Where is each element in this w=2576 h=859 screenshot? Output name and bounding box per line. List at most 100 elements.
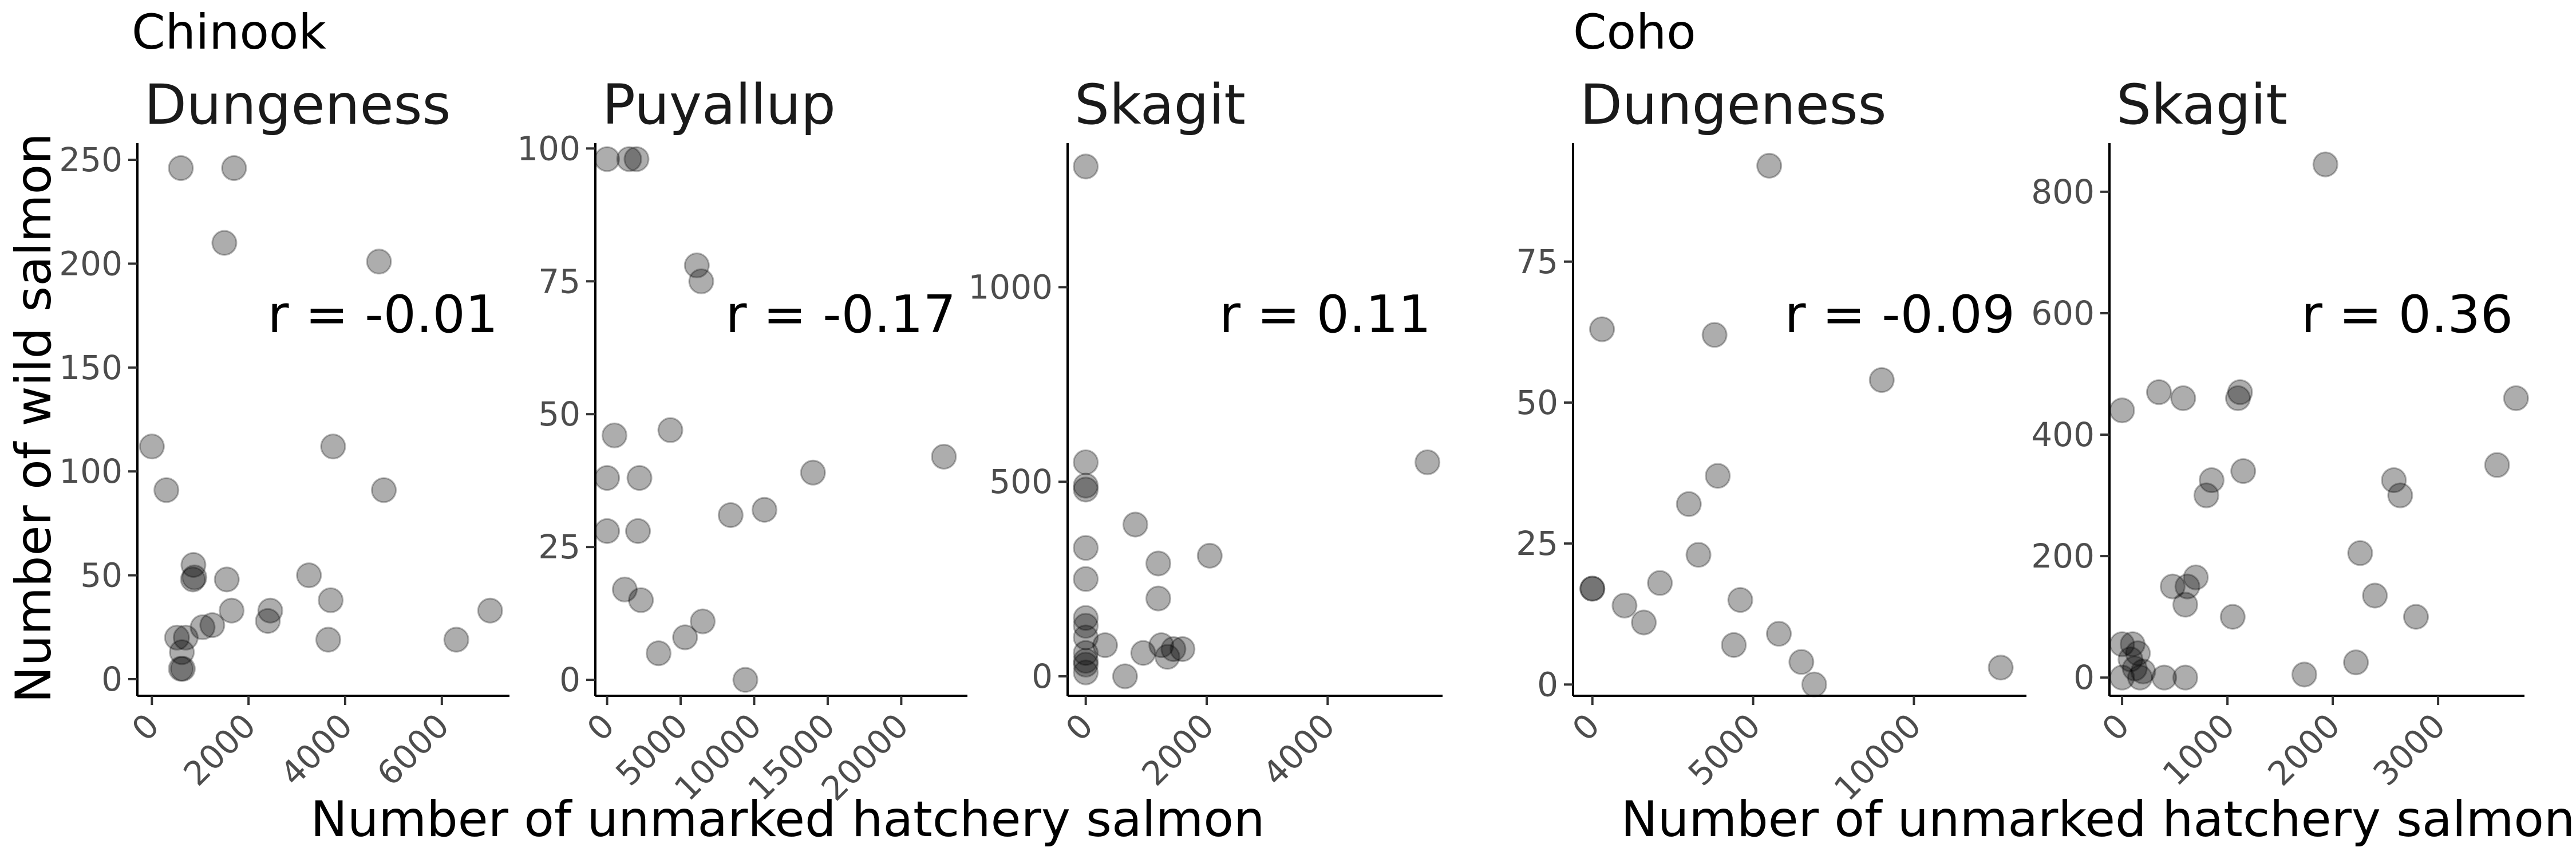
data-point [1073,640,1099,666]
x-tick-label: 4000 [272,706,359,793]
data-point [1988,655,2014,681]
data-point [1145,550,1171,577]
data-point [2198,467,2225,494]
correlation-annotation: r = -0.17 [726,285,957,345]
data-point [172,624,199,651]
y-tick-label: 200 [59,244,123,283]
y-tick-label: 0 [559,660,580,699]
y-tick-label: 600 [2031,294,2095,333]
data-point [320,434,346,460]
data-point [2503,385,2529,411]
x-tick-label: 0 [124,706,167,748]
data-point [168,656,194,682]
data-point [2193,482,2219,509]
panel-title: Skagit [1074,73,1246,137]
data-point [2174,573,2200,600]
data-point [2172,592,2198,618]
data-point [214,566,240,593]
panel-coho-skagit: Skagit 0 200 400 600 800 0 1000 2000 3000 r = 0.36 [2031,73,2529,793]
x-tick-label: 2000 [2261,706,2348,793]
data-point [594,465,621,491]
x-tick-label: 6000 [369,706,456,793]
data-point [623,146,650,172]
data-point [1073,648,1099,674]
panel-title: Dungeness [1580,73,1887,137]
data-point [1579,576,1606,602]
data-point [2117,646,2144,672]
data-point [1727,587,1753,613]
data-point [169,656,196,682]
y-tick-label: 50 [80,556,123,595]
data-point [931,443,957,470]
data-point [1631,609,1657,636]
data-point [1073,566,1099,592]
data-point [1170,636,1196,662]
x-tick-label: 0 [2095,706,2137,748]
data-point [1788,649,1815,675]
data-point [180,551,207,578]
data-point [2170,385,2196,411]
data-point [2119,631,2146,657]
x-tick-label: 2000 [176,706,263,793]
data-point [221,155,247,182]
data-point [2151,664,2178,691]
data-point [1756,152,1783,179]
data-point [2403,604,2429,630]
data-point [2127,664,2153,691]
x-axis-title-coho: Number of unmarked hatchery salmon [1621,791,2575,848]
x-axis-title-chinook: Number of unmarked hatchery salmon [311,791,1265,848]
data-point [1868,367,1895,393]
data-point [366,249,392,275]
data-point [628,587,654,613]
data-point [199,612,226,639]
data-point [1145,585,1171,612]
data-point [1160,636,1187,662]
data-point [1801,671,1827,698]
y-tick-label: 0 [2073,658,2095,697]
y-tick-label: 100 [59,452,123,491]
x-tick-label: 0 [1058,706,1100,748]
data-point [683,252,710,278]
data-point [2130,659,2156,685]
data-point [616,146,642,172]
correlation-annotation: r = 0.11 [1219,285,1431,345]
data-point [1073,652,1099,678]
data-point [1589,316,1615,342]
data-point [2109,664,2135,691]
y-tick-label: 0 [1032,657,1053,696]
data-point [1073,624,1099,651]
data-point [318,587,344,613]
panel-title: Puyallup [602,73,836,137]
y-tick-label: 25 [538,527,580,566]
data-point [657,417,683,443]
x-tick-label: 4000 [1255,706,1342,793]
data-point [2484,452,2510,478]
y-tick-label: 400 [2031,415,2095,454]
data-point [1611,592,1638,618]
data-point [1701,322,1728,348]
data-point [181,564,208,590]
data-point [477,597,503,624]
y-tick-label: 0 [1537,665,1558,704]
data-point [180,566,206,593]
data-point [296,562,322,589]
data-point [1721,632,1747,658]
data-point [1073,605,1099,631]
x-tick-label: 2000 [1134,706,1221,793]
panel-chinook-skagit: Skagit 0 500 1000 0 2000 4000 r = 0.11 [968,73,1443,793]
data-point [717,502,744,529]
data-point [1112,663,1138,689]
data-point [164,624,190,651]
correlation-annotation: r = -0.01 [268,285,499,345]
data-point [1148,632,1175,659]
data-point [645,640,671,667]
data-point [1705,463,1731,489]
data-point [2125,640,2151,667]
data-point [2227,379,2253,405]
data-point [219,597,245,624]
data-point [1073,659,1099,685]
y-tick-label: 250 [59,140,123,179]
data-point [688,268,714,294]
species-label-chinook: Chinook [132,4,326,60]
